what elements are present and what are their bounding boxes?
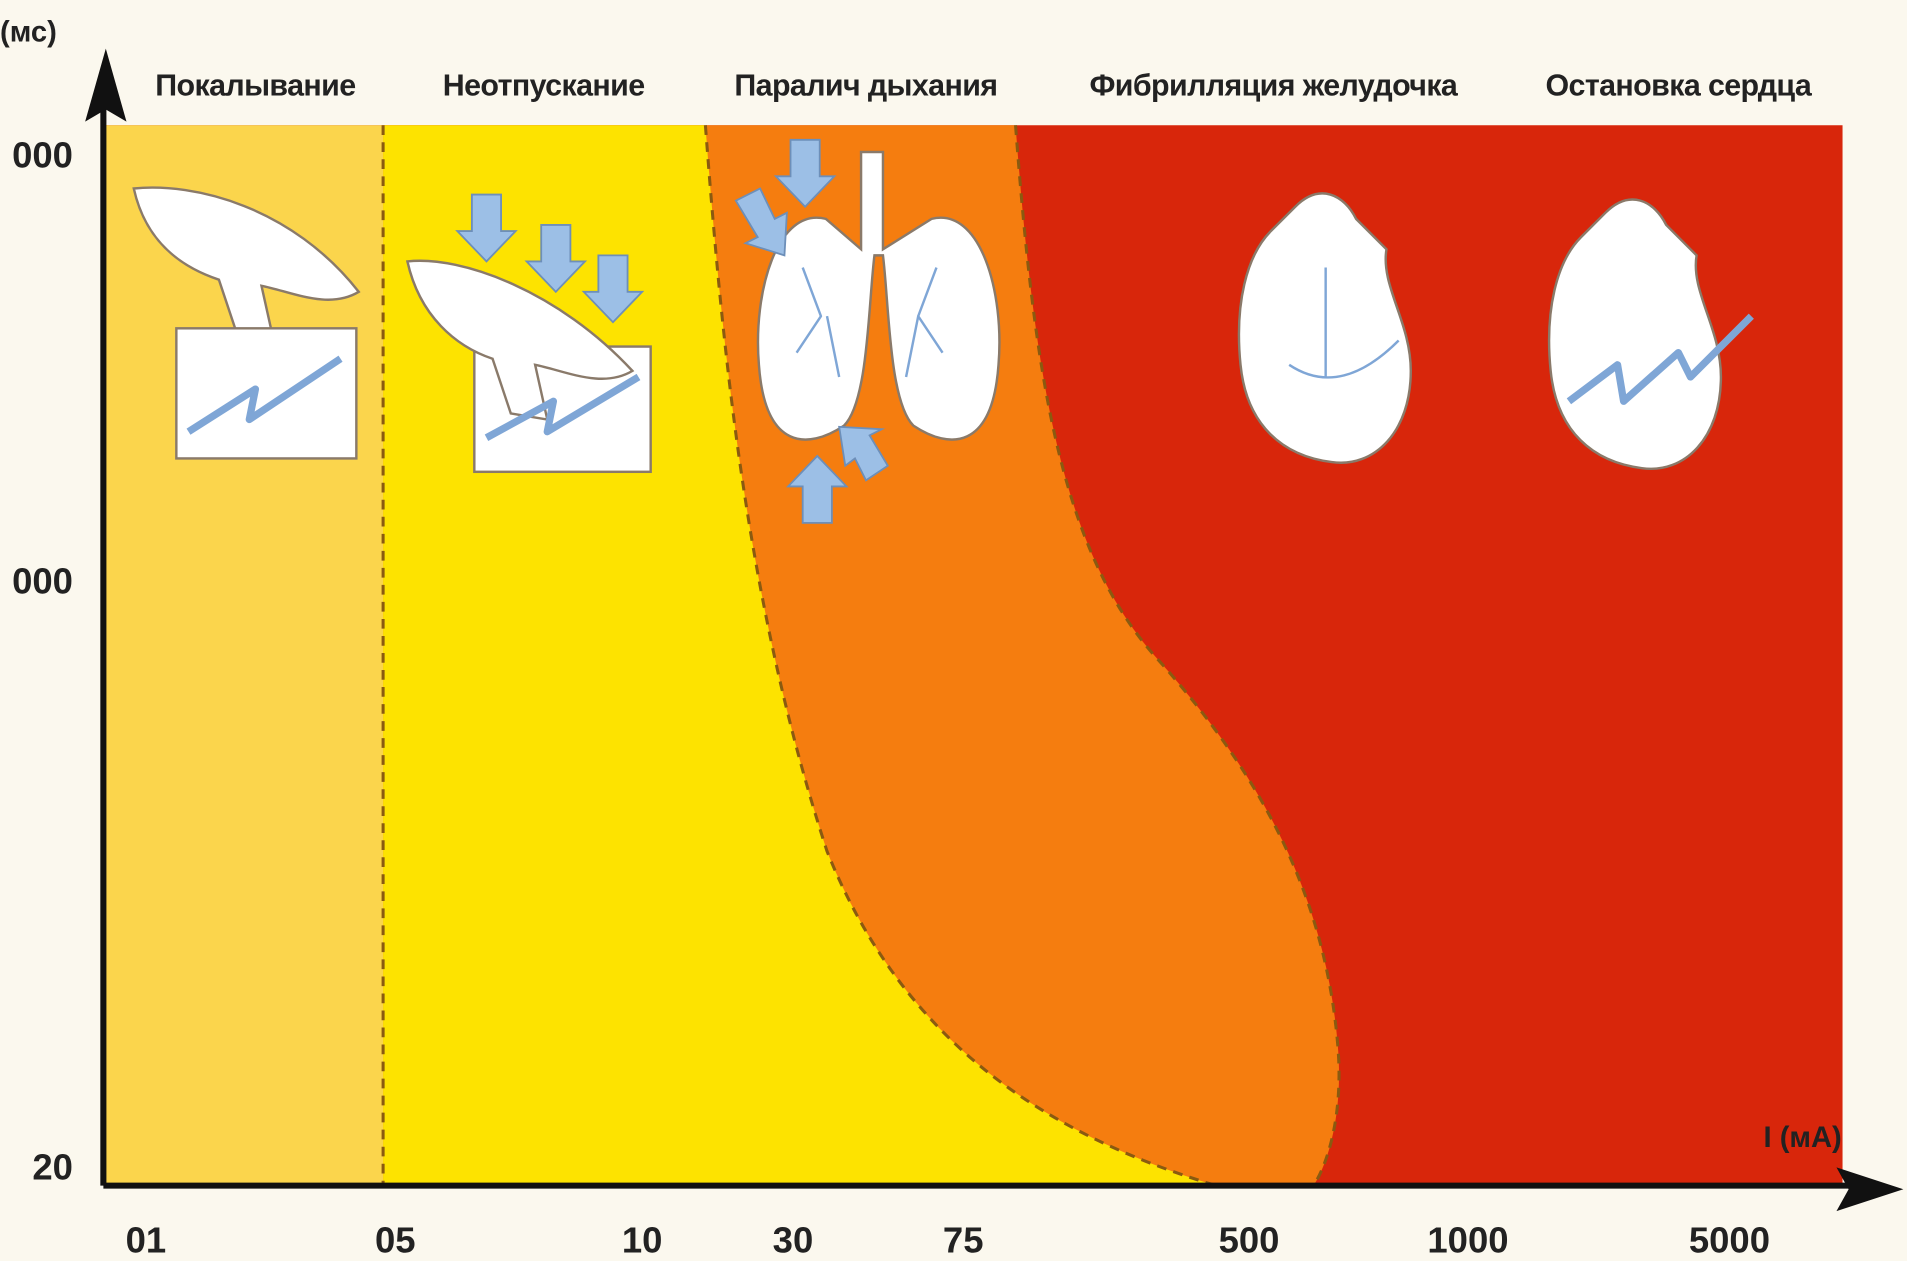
y-tick-label: 20 bbox=[32, 1146, 73, 1187]
x-tick-label: 75 bbox=[943, 1219, 984, 1260]
x-tick-label: 30 bbox=[773, 1219, 814, 1260]
y-tick-label: 000 bbox=[12, 560, 73, 601]
zone-label: Покалывание bbox=[155, 69, 355, 103]
y-tick-label: 000 bbox=[12, 135, 73, 176]
x-tick-label: 10 bbox=[622, 1219, 663, 1260]
y-axis-label: (мс) bbox=[0, 17, 57, 49]
page: (мс) I (мА) 000 000 20 01 05 10 30 75 500 1000 50… bbox=[0, 0, 1907, 1261]
x-arrow bbox=[1836, 1167, 1903, 1211]
x-axis-label: I (мА) bbox=[1763, 1122, 1841, 1154]
y-ticks: 000 000 20 bbox=[12, 135, 73, 1188]
diagram: (мс) I (мА) 000 000 20 01 05 10 30 75 500 1000 50… bbox=[0, 0, 1907, 1261]
x-tick-label: 5000 bbox=[1689, 1219, 1770, 1260]
zone-label: Неотпускание bbox=[443, 69, 645, 103]
x-tick-label: 05 bbox=[375, 1219, 416, 1260]
zone-label: Остановка сердца bbox=[1546, 69, 1813, 103]
zone-label: Паралич дыхания bbox=[734, 69, 997, 103]
zone-label: Фибрилляция желудочка bbox=[1089, 69, 1458, 103]
x-tick-label: 1000 bbox=[1427, 1219, 1508, 1260]
x-ticks: 01 05 10 30 75 500 1000 5000 bbox=[126, 1219, 1770, 1260]
x-tick-label: 01 bbox=[126, 1219, 167, 1260]
zone-labels: Покалывание Неотпускание Паралич дыхания Фи… bbox=[155, 69, 1813, 103]
x-tick-label: 500 bbox=[1219, 1219, 1280, 1260]
